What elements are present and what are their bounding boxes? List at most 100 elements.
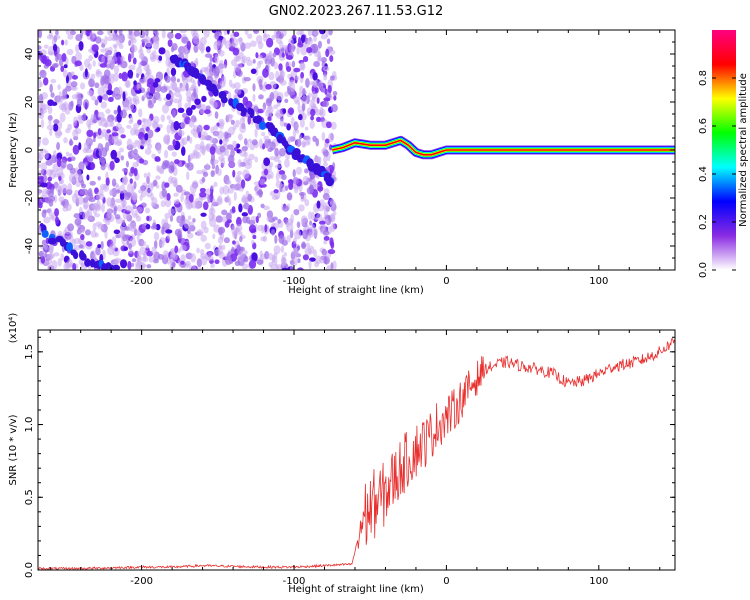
noise-blob — [180, 122, 186, 129]
noise-blob — [135, 229, 141, 236]
colorbar: 0.0 0.2 0.4 0.6 0.8 Normalized spectral ampl… — [698, 30, 749, 278]
noise-blob — [292, 176, 299, 185]
noise-blob — [98, 193, 105, 200]
noise-blob — [331, 103, 338, 113]
noise-blob — [281, 261, 287, 267]
noise-blob — [107, 83, 113, 92]
noise-blob — [201, 255, 208, 266]
noise-blob — [74, 60, 82, 67]
noise-blob — [65, 203, 72, 212]
noise-blob — [181, 113, 188, 119]
noise-blob — [173, 98, 180, 104]
noise-blob — [203, 109, 211, 115]
noise-blob — [205, 163, 210, 170]
noise-blob — [231, 206, 236, 213]
snr-x-label: Height of straight line (km) — [288, 584, 424, 595]
noise-blob — [293, 208, 300, 216]
noise-blob — [39, 81, 43, 88]
noise-blob — [325, 138, 330, 144]
noise-blob — [81, 188, 89, 196]
trace-blob — [240, 107, 248, 115]
noise-blob — [231, 38, 239, 48]
noise-blob — [117, 55, 121, 66]
noise-blob — [272, 216, 278, 221]
noise-blob — [157, 123, 163, 129]
trace-blob — [254, 115, 263, 125]
noise-blob — [218, 118, 225, 127]
noise-blob — [100, 101, 107, 109]
noise-blob — [281, 173, 287, 181]
noise-blob — [130, 52, 135, 59]
noise-blob — [230, 119, 235, 125]
noise-blob — [172, 180, 178, 187]
noise-blob — [70, 81, 78, 88]
noise-blob — [300, 71, 305, 79]
snr-panel: -200 -100 0 100 0.0 0.5 1.0 1.5 Height of stra… — [8, 313, 676, 595]
noise-blob — [287, 107, 295, 116]
noise-blob — [80, 233, 85, 241]
noise-blob — [113, 109, 118, 115]
noise-blob — [212, 101, 218, 109]
noise-blob — [132, 204, 137, 210]
noise-blob — [39, 109, 45, 120]
noise-blob — [145, 188, 153, 198]
noise-blob — [153, 179, 158, 187]
x-tick-label: -200 — [130, 576, 153, 587]
noise-blob — [137, 250, 141, 261]
noise-blob — [128, 30, 133, 36]
noise-blob — [119, 184, 126, 194]
noise-blob — [97, 142, 102, 152]
noise-blob — [171, 151, 177, 157]
noise-blob — [208, 62, 213, 68]
noise-blob — [178, 94, 183, 102]
noise-blob — [132, 193, 138, 203]
noise-blob — [141, 240, 147, 247]
noise-blob — [144, 133, 149, 141]
noise-blob — [38, 137, 41, 147]
noise-blob — [38, 250, 45, 258]
noise-blob — [71, 193, 78, 204]
noise-blob — [72, 263, 77, 270]
noise-blob — [266, 173, 272, 180]
noise-blob — [99, 63, 107, 68]
noise-blob — [209, 146, 216, 155]
noise-blob — [293, 67, 301, 73]
noise-blob — [226, 218, 232, 224]
noise-blob — [88, 196, 96, 203]
noise-blob — [200, 212, 207, 217]
noise-blob — [108, 136, 112, 147]
noise-blob — [296, 46, 300, 55]
noise-blob — [302, 254, 309, 261]
noise-blob — [177, 248, 181, 254]
y-tick-label: -40 — [24, 238, 35, 254]
noise-blob — [237, 37, 243, 43]
noise-blob — [266, 216, 272, 222]
noise-blob — [281, 258, 287, 263]
noise-blob — [307, 232, 314, 238]
noise-blob — [264, 224, 268, 233]
noise-blob — [145, 223, 151, 230]
noise-blob — [131, 142, 138, 148]
noise-blob — [325, 265, 332, 270]
noise-blob — [114, 30, 118, 34]
y-tick-label: 0.0 — [24, 562, 35, 578]
noise-blob — [218, 49, 225, 57]
noise-blob — [170, 46, 175, 53]
noise-blob — [98, 95, 103, 103]
noise-blob — [174, 228, 182, 237]
snr-frame — [37, 329, 676, 571]
noise-blob — [308, 259, 312, 270]
noise-blob — [319, 108, 326, 118]
noise-blob — [322, 100, 329, 108]
noise-blob — [285, 185, 289, 191]
noise-blob — [278, 63, 283, 71]
noise-blob — [44, 150, 49, 160]
noise-blob — [271, 195, 279, 201]
noise-blob — [231, 83, 236, 89]
noise-blob — [232, 124, 237, 131]
noise-blob — [279, 118, 285, 127]
noise-blob — [55, 216, 59, 225]
noise-blob — [87, 63, 92, 70]
noise-blob — [262, 235, 268, 242]
noise-blob — [323, 239, 328, 245]
